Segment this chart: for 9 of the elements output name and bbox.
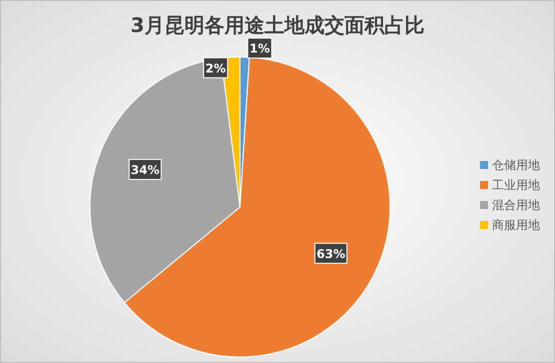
data-label: 2%	[205, 61, 226, 76]
chart-title: 3月昆明各用途土地成交面积占比	[130, 13, 424, 37]
legend-label: 混合用地	[492, 198, 540, 212]
slice-label: 工业用地	[492, 178, 540, 192]
data-label: 1%	[250, 42, 270, 56]
legend-label: 商服用地	[492, 218, 540, 232]
data-label: 34%	[130, 162, 160, 177]
legend-label: 仓储用地	[492, 158, 540, 172]
data-label: 63%	[316, 246, 346, 261]
